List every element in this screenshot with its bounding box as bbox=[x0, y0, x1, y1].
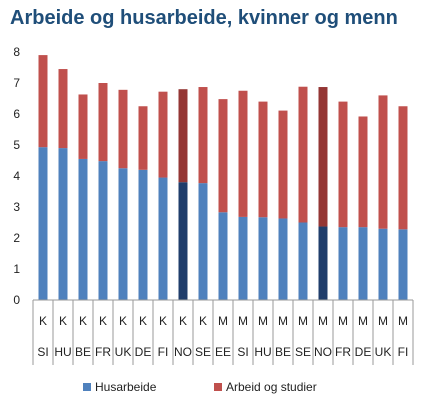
x-tick-sex-label: M bbox=[338, 314, 348, 328]
x-tick-country-label: FI bbox=[158, 345, 169, 359]
bar-husarbeide bbox=[278, 218, 288, 300]
x-tick-country-label: UK bbox=[115, 345, 132, 359]
x-tick-sex-label: M bbox=[398, 314, 408, 328]
y-tick-label: 1 bbox=[13, 262, 20, 276]
bar-husarbeide bbox=[338, 227, 348, 300]
y-tick-label: 7 bbox=[13, 76, 20, 90]
legend-label: Arbeid og studier bbox=[226, 380, 317, 394]
x-tick-sex-label: K bbox=[59, 314, 67, 328]
x-tick-country-label: NO bbox=[314, 345, 332, 359]
bar-arbeid-og-studier bbox=[238, 90, 248, 217]
x-tick-country-label: FR bbox=[95, 345, 111, 359]
bar-husarbeide bbox=[258, 217, 268, 300]
x-tick-sex-label: K bbox=[99, 314, 107, 328]
bar-arbeid-og-studier bbox=[338, 101, 348, 228]
x-tick-sex-label: M bbox=[238, 314, 248, 328]
bar-husarbeide bbox=[298, 222, 308, 300]
y-tick-label: 2 bbox=[13, 231, 20, 245]
bar-arbeid-og-studier bbox=[358, 116, 368, 228]
x-axis: K SI K HU K BE K FR K UK K DE K FI K NO K SE M EE M SI M HU M BE M… bbox=[32, 299, 414, 365]
x-tick-country-label: BE bbox=[275, 345, 291, 359]
bar-husarbeide bbox=[358, 227, 368, 300]
y-tick-label: 8 bbox=[13, 45, 20, 59]
y-tick-label: 3 bbox=[13, 200, 20, 214]
bar-arbeid-og-studier bbox=[158, 91, 168, 178]
bar-arbeid-og-studier bbox=[318, 87, 328, 227]
bar-arbeid-og-studier bbox=[198, 87, 208, 184]
legend-label: Husarbeide bbox=[95, 380, 157, 394]
bar-arbeid-og-studier bbox=[218, 99, 228, 213]
x-tick-country-label: FR bbox=[335, 345, 351, 359]
x-tick-sex-label: K bbox=[79, 314, 87, 328]
x-tick-country-label: SE bbox=[295, 345, 311, 359]
x-tick-country-label: DE bbox=[355, 345, 372, 359]
bar-arbeid-og-studier bbox=[278, 110, 288, 219]
y-tick-label: 0 bbox=[13, 293, 20, 307]
bar-husarbeide bbox=[118, 168, 128, 300]
y-tick-label: 4 bbox=[13, 169, 20, 183]
bar-arbeid-og-studier bbox=[258, 101, 268, 218]
bars bbox=[38, 55, 408, 300]
bar-arbeid-og-studier bbox=[58, 69, 68, 149]
bar-arbeid-og-studier bbox=[78, 94, 88, 159]
x-tick-sex-label: K bbox=[199, 314, 207, 328]
x-tick-country-label: HU bbox=[254, 345, 271, 359]
x-tick-country-label: SI bbox=[37, 345, 48, 359]
x-tick-country-label: SE bbox=[195, 345, 211, 359]
bar-husarbeide bbox=[178, 182, 188, 300]
legend-swatch bbox=[214, 383, 222, 391]
y-tick-label: 6 bbox=[13, 107, 20, 121]
bar-husarbeide bbox=[378, 228, 388, 300]
bar-arbeid-og-studier bbox=[118, 89, 128, 169]
x-tick-sex-label: K bbox=[179, 314, 187, 328]
bar-arbeid-og-studier bbox=[178, 89, 188, 183]
bar-husarbeide bbox=[198, 183, 208, 300]
x-tick-country-label: NO bbox=[174, 345, 192, 359]
bar-husarbeide bbox=[78, 158, 88, 300]
bar-husarbeide bbox=[38, 147, 48, 300]
x-tick-sex-label: M bbox=[258, 314, 268, 328]
bar-arbeid-og-studier bbox=[138, 106, 148, 170]
bar-husarbeide bbox=[398, 229, 408, 300]
bar-husarbeide bbox=[138, 169, 148, 300]
bar-arbeid-og-studier bbox=[98, 83, 108, 162]
bar-husarbeide bbox=[318, 226, 328, 300]
bar-husarbeide bbox=[218, 212, 228, 300]
x-tick-country-label: SI bbox=[237, 345, 248, 359]
x-tick-country-label: EE bbox=[215, 345, 231, 359]
x-tick-sex-label: K bbox=[139, 314, 147, 328]
x-tick-sex-label: M bbox=[318, 314, 328, 328]
bar-husarbeide bbox=[98, 161, 108, 300]
x-tick-country-label: UK bbox=[375, 345, 392, 359]
x-tick-sex-label: M bbox=[298, 314, 308, 328]
bar-arbeid-og-studier bbox=[378, 95, 388, 229]
y-tick-label: 5 bbox=[13, 138, 20, 152]
bar-husarbeide bbox=[158, 177, 168, 300]
bar-husarbeide bbox=[238, 216, 248, 300]
y-axis: 0 1 2 3 4 5 6 7 8 bbox=[13, 45, 20, 307]
x-tick-sex-label: K bbox=[159, 314, 167, 328]
bar-arbeid-og-studier bbox=[38, 55, 48, 148]
x-tick-sex-label: K bbox=[119, 314, 127, 328]
chart-title: Arbeide og husarbeide, kvinner og menn bbox=[10, 7, 398, 29]
x-tick-country-label: FI bbox=[398, 345, 409, 359]
x-tick-sex-label: M bbox=[218, 314, 228, 328]
x-tick-country-label: BE bbox=[75, 345, 91, 359]
x-tick-sex-label: M bbox=[358, 314, 368, 328]
bar-arbeid-og-studier bbox=[298, 86, 308, 223]
bar-arbeid-og-studier bbox=[398, 106, 408, 230]
x-tick-sex-label: K bbox=[39, 314, 47, 328]
x-tick-sex-label: M bbox=[278, 314, 288, 328]
legend: Husarbeide Arbeid og studier bbox=[83, 380, 317, 394]
x-tick-country-label: HU bbox=[54, 345, 71, 359]
x-tick-sex-label: M bbox=[378, 314, 388, 328]
legend-swatch bbox=[83, 383, 91, 391]
bar-husarbeide bbox=[58, 148, 68, 300]
x-tick-country-label: DE bbox=[135, 345, 152, 359]
